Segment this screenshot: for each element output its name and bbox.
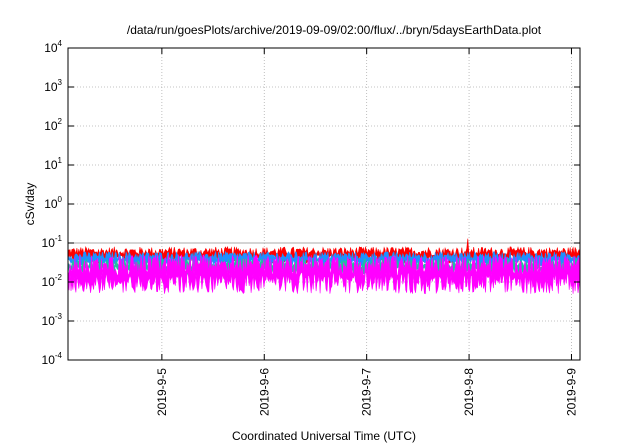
x-tick-label: 2019-9-6 [257,368,271,416]
y-tick-label: 100 [44,195,62,211]
grid [68,48,580,360]
x-tick-label: 2019-9-5 [155,368,169,416]
y-tick-label: 103 [44,78,62,94]
y-axis-ticks: 10-4 10-3 10-2 10-1 100 101 102 103 104 [42,39,580,367]
chart-title: /data/run/goesPlots/archive/2019-09-09/0… [127,23,542,37]
y-tick-label: 104 [44,39,62,55]
x-axis-ticks: 2019-9-5 2019-9-6 2019-9-7 2019-9-8 2019-9-9 [155,48,578,416]
y-tick-label: 10-1 [42,234,63,250]
y-tick-label: 102 [44,117,62,133]
series-group [67,238,581,295]
y-tick-label: 101 [44,156,62,172]
y-tick-label: 10-4 [42,351,63,367]
x-tick-label: 2019-9-9 [564,368,578,416]
y-tick-label: 10-2 [42,273,63,289]
x-tick-label: 2019-9-7 [360,368,374,416]
x-axis-label: Coordinated Universal Time (UTC) [232,429,416,443]
y-tick-label: 10-3 [42,312,63,328]
x-tick-label: 2019-9-8 [462,368,476,416]
y-axis-label: cSv/day [23,183,37,226]
